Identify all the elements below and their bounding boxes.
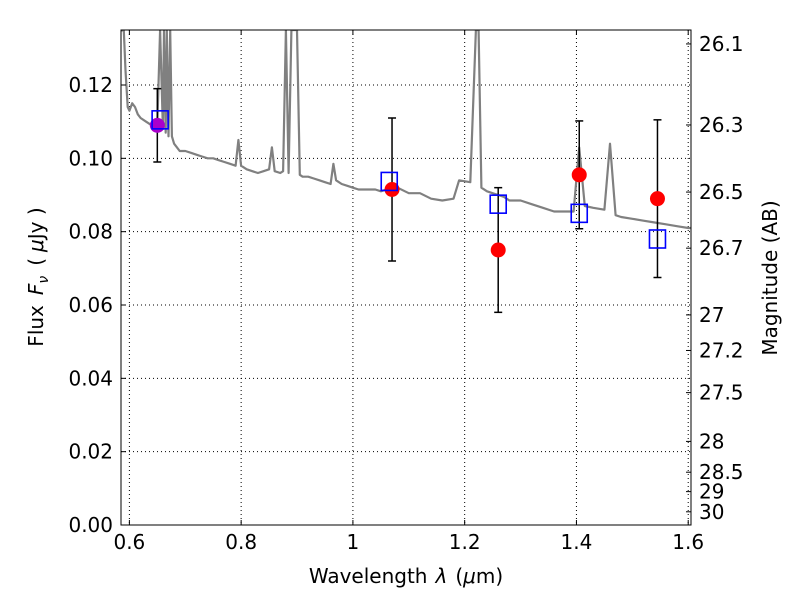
- y2-tick-label: 26.5: [699, 180, 744, 204]
- synthetic-flux-square: [151, 110, 169, 130]
- y2-tick-label: 27: [699, 303, 724, 327]
- x-tick-label: 1.2: [449, 530, 481, 554]
- y2-tick-label: 27.5: [699, 381, 744, 405]
- observed-flux-point: [490, 242, 506, 258]
- x-tick-label: 0.8: [225, 530, 257, 554]
- y-tick-label: 0.02: [68, 440, 113, 464]
- model-spectrum-line: [121, 30, 691, 230]
- x-axis-title: Wavelength λ (μm): [309, 564, 503, 588]
- y2-tick-label: 29: [699, 480, 724, 504]
- y-axis: 0.00 0.02 0.04 0.06 0.08 0.10 0.12: [68, 73, 126, 537]
- y-tick-label: 0.06: [68, 293, 113, 317]
- y-tick-label: 0.10: [68, 146, 113, 170]
- observed-flux-point: [384, 182, 400, 197]
- x-tick-label: 1.6: [672, 530, 704, 554]
- synthetic-flux-layer: [151, 110, 667, 249]
- y2-tick-label: 28.5: [699, 460, 744, 484]
- y2-tick-label: 30: [699, 500, 724, 524]
- y-axis-title: FluxFν(μJy ): [24, 207, 52, 346]
- grid: [121, 30, 691, 525]
- y2-tick-label: 26.3: [699, 113, 744, 137]
- x-tick-label: 1.4: [561, 530, 593, 554]
- observed-flux-point: [649, 191, 665, 207]
- y2-tick-label: 26.7: [699, 236, 744, 260]
- synthetic-flux-square: [648, 229, 667, 249]
- x-tick-label: 0.6: [113, 530, 145, 554]
- model-spectrum-layer: [121, 30, 691, 230]
- y2-tick-label: 26.1: [699, 32, 744, 56]
- x-axis: 0.6 0.8 1 1.2 1.4 1.6: [113, 30, 704, 554]
- synthetic-flux-square: [570, 203, 589, 224]
- x-tick-label: 1: [347, 530, 360, 554]
- y2-axis-title: Magnitude (AB): [758, 200, 782, 355]
- synthetic-flux-square: [489, 194, 508, 214]
- y-tick-label: 0.04: [68, 366, 113, 390]
- y-tick-label: 0.00: [68, 513, 113, 537]
- observed-flux-layer: [149, 87, 665, 314]
- synthetic-flux-square: [380, 171, 399, 192]
- plot-frame: [120, 29, 692, 526]
- y2-tick-label: 27.2: [699, 338, 744, 362]
- y-tick-label: 0.08: [68, 220, 113, 244]
- y2-tick-label: 28: [699, 429, 724, 453]
- y-tick-label: 0.12: [68, 73, 113, 97]
- observed-flux-point: [571, 167, 587, 183]
